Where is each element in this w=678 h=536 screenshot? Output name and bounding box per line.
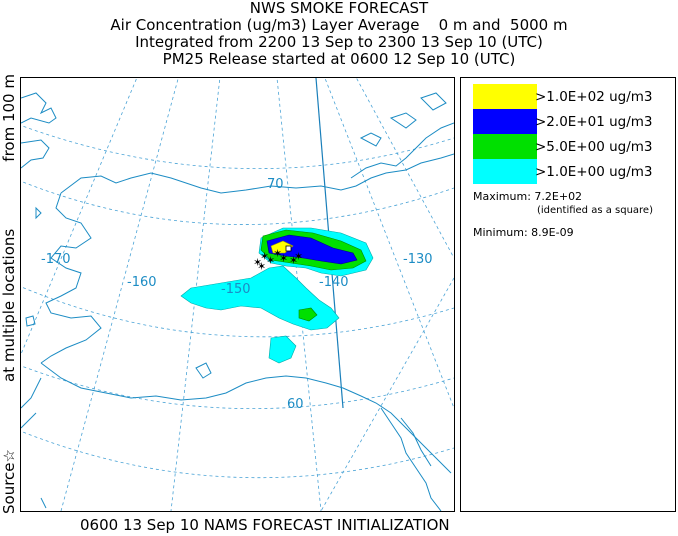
- arctic-island-1: [359, 132, 382, 147]
- source-star-6: ✶: [289, 254, 298, 267]
- aleutian-stub: [21, 412, 37, 429]
- source-star-1: ✶: [253, 256, 262, 269]
- lon-line-160: [60, 78, 179, 511]
- smoke-plume: [180, 227, 374, 364]
- bering-coast: [40, 192, 102, 364]
- legend-item-100: >1.0E+02 ug/m3: [473, 84, 653, 109]
- legend-label-20: >2.0E+01 ug/m3: [535, 113, 653, 130]
- legend-swatch-1: [473, 159, 537, 184]
- lat-line-60: [21, 365, 454, 409]
- legend-swatch-100: [473, 84, 537, 109]
- lon-label-140: -140: [319, 275, 349, 290]
- plume-level-3: [266, 234, 358, 265]
- grid-labels: -170 -160 -150 -140 -130 70 60: [41, 177, 433, 412]
- source-label-part1: Source☆: [0, 449, 18, 514]
- header: NWS SMOKE FORECAST Air Concentration (ug…: [0, 0, 678, 68]
- lon-label-150: -150: [221, 282, 251, 297]
- lat-label-60: 60: [287, 397, 304, 412]
- map-title: NWS SMOKE FORECAST: [249, 0, 429, 17]
- lat-line-75: [21, 125, 454, 169]
- arctic-coast: [60, 153, 454, 194]
- lat-label-70: 70: [267, 177, 284, 192]
- legend-item-20: >2.0E+01 ug/m3: [473, 109, 653, 134]
- legend-label-1: >1.0E+00 ug/m3: [535, 163, 653, 180]
- lon-label-160: -160: [127, 275, 157, 290]
- subtitle-concentration: Air Concentration (ug/m3) Layer Average …: [110, 16, 568, 34]
- kodiak-island: [195, 362, 212, 379]
- map-panel[interactable]: ✶ ✶ ✶ ✶ ✶ ✶ ✶ ✶ -170 -160 -150 -140 -130…: [20, 77, 455, 512]
- legend-label-100: >1.0E+02 ug/m3: [535, 88, 653, 105]
- legend-label-5: >5.0E+00 ug/m3: [535, 138, 653, 155]
- maximum-note: (identified as a square): [537, 205, 653, 216]
- minimum-value: Minimum: 8.9E-09: [473, 226, 574, 239]
- plume-level-2-patch: [298, 307, 318, 322]
- chukotka-coast: [21, 92, 57, 124]
- lon-line-110: [355, 78, 454, 259]
- source-label-part3: from 100 m: [0, 74, 18, 162]
- lon-line-120: [324, 78, 454, 409]
- panhandle-coast: [380, 407, 442, 511]
- source-star-5: ✶: [279, 252, 288, 265]
- alaska-peninsula: [21, 377, 42, 409]
- source-label-part2: at multiple locations: [0, 228, 18, 382]
- lat-line-70: [21, 180, 454, 225]
- chukotka-south-coast: [21, 139, 50, 169]
- source-star-2: ✶: [260, 250, 269, 263]
- coast-bottom-stub: [40, 497, 47, 509]
- subtitle-integration: Integrated from 2200 13 Sep to 2300 13 S…: [135, 33, 543, 51]
- panhandle-inner: [400, 417, 432, 467]
- beaufort-coast: [350, 122, 454, 179]
- lat-line-55: [21, 430, 454, 479]
- legend-item-5: >5.0E+00 ug/m3: [473, 134, 653, 159]
- lon-label-130: -130: [403, 252, 433, 267]
- legend-swatch-20: [473, 109, 537, 134]
- source-star-4: ✶: [273, 247, 282, 260]
- lon-line-170: [21, 78, 138, 356]
- arctic-island-2: [389, 112, 417, 129]
- st-lawrence-island: [35, 206, 42, 220]
- legend-swatch-5: [473, 134, 537, 159]
- source-star-8: ✶: [257, 260, 266, 273]
- source-star-7: ✶: [294, 250, 303, 263]
- maximum-value: Maximum: 7.2E+02: [473, 190, 583, 203]
- arctic-island-3: [420, 92, 447, 111]
- latitude-gridlines: [21, 125, 454, 479]
- source-side-label: Source☆ at multiple locations from 100 m: [0, 74, 18, 514]
- lon-line-east: [320, 277, 454, 511]
- nunivak-island: [25, 315, 36, 327]
- legend-item-1: >1.0E+00 ug/m3: [473, 159, 653, 184]
- plume-level-1-detached: [268, 335, 297, 364]
- source-star-3: ✶: [266, 254, 275, 267]
- forecast-footer: 0600 13 Sep 10 NAMS FORECAST INITIALIZAT…: [80, 516, 450, 534]
- coastline: [21, 92, 454, 511]
- lon-label-170: -170: [41, 252, 71, 267]
- maximum-square-marker: [285, 245, 292, 252]
- plume-level-1: [180, 265, 340, 331]
- map-canvas: ✶ ✶ ✶ ✶ ✶ ✶ ✶ ✶ -170 -160 -150 -140 -130…: [21, 78, 454, 511]
- gulf-of-alaska-coast: [40, 362, 452, 474]
- legend-panel: >1.0E+02 ug/m3 >2.0E+01 ug/m3 >5.0E+00 u…: [460, 77, 676, 512]
- source-markers: ✶ ✶ ✶ ✶ ✶ ✶ ✶ ✶: [253, 247, 303, 273]
- subtitle-release: PM25 Release started at 0600 12 Sep 10 (…: [162, 50, 516, 68]
